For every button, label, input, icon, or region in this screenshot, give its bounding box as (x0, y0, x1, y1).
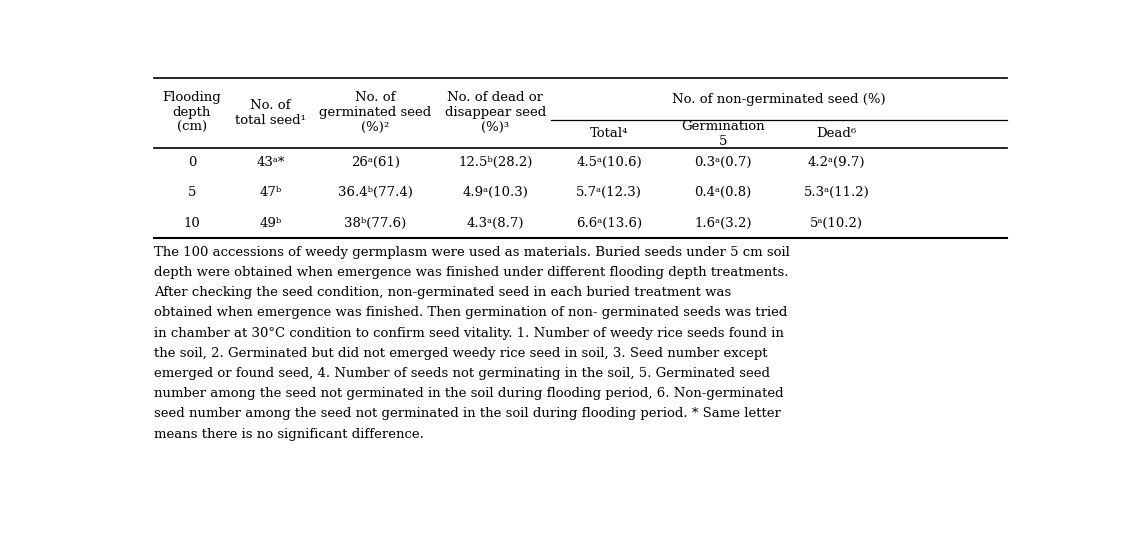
Text: 0.3ᵃ(0.7): 0.3ᵃ(0.7) (694, 156, 752, 169)
Text: The 100 accessions of weedy germplasm were used as materials. Buried seeds under: The 100 accessions of weedy germplasm we… (155, 246, 790, 259)
Text: 12.5ᵇ(28.2): 12.5ᵇ(28.2) (458, 156, 533, 169)
Text: Total⁴: Total⁴ (590, 127, 629, 140)
Text: the soil, 2. Germinated but did not emerged weedy rice seed in soil, 3. Seed num: the soil, 2. Germinated but did not emer… (155, 347, 768, 360)
Text: 5.3ᵃ(11.2): 5.3ᵃ(11.2) (804, 186, 869, 199)
Text: 0.4ᵃ(0.8): 0.4ᵃ(0.8) (694, 186, 752, 199)
Text: obtained when emergence was finished. Then germination of non- germinated seeds : obtained when emergence was finished. Th… (155, 306, 788, 319)
Text: 36.4ᵇ(77.4): 36.4ᵇ(77.4) (339, 186, 413, 199)
Text: No. of
total seed¹: No. of total seed¹ (235, 99, 306, 127)
Text: After checking the seed condition, non-germinated seed in each buried treatment : After checking the seed condition, non-g… (155, 286, 732, 299)
Text: in chamber at 30°C condition to confirm seed vitality. 1. Number of weedy rice s: in chamber at 30°C condition to confirm … (155, 327, 785, 340)
Text: 47ᵇ: 47ᵇ (260, 186, 282, 199)
Text: 4.5ᵃ(10.6): 4.5ᵃ(10.6) (577, 156, 642, 169)
Text: 26ᵃ(61): 26ᵃ(61) (351, 156, 400, 169)
Text: 0: 0 (187, 156, 196, 169)
Text: depth were obtained when emergence was finished under different flooding depth t: depth were obtained when emergence was f… (155, 266, 789, 279)
Text: 38ᵇ(77.6): 38ᵇ(77.6) (344, 217, 406, 230)
Text: 4.2ᵃ(9.7): 4.2ᵃ(9.7) (808, 156, 866, 169)
Text: No. of
germinated seed
(%)²: No. of germinated seed (%)² (320, 91, 431, 134)
Text: 4.3ᵃ(8.7): 4.3ᵃ(8.7) (466, 217, 524, 230)
Text: No. of dead or
disappear seed
(%)³: No. of dead or disappear seed (%)³ (445, 91, 546, 134)
Text: No. of non-germinated seed (%): No. of non-germinated seed (%) (672, 93, 886, 106)
Text: 10: 10 (184, 217, 200, 230)
Text: 49ᵇ: 49ᵇ (260, 217, 282, 230)
Text: Germination
5: Germination 5 (681, 120, 764, 148)
Text: seed number among the seed not germinated in the soil during flooding period. * : seed number among the seed not germinate… (155, 407, 781, 420)
Text: 5: 5 (187, 186, 196, 199)
Text: 5.7ᵃ(12.3): 5.7ᵃ(12.3) (576, 186, 642, 199)
Text: Flooding
depth
(cm): Flooding depth (cm) (163, 91, 221, 134)
Text: 6.6ᵃ(13.6): 6.6ᵃ(13.6) (576, 217, 642, 230)
Text: Dead⁶: Dead⁶ (816, 127, 857, 140)
Text: means there is no significant difference.: means there is no significant difference… (155, 428, 425, 441)
Text: 5ᵃ(10.2): 5ᵃ(10.2) (811, 217, 864, 230)
Text: emerged or found seed, 4. Number of seeds not germinating in the soil, 5. Germin: emerged or found seed, 4. Number of seed… (155, 367, 770, 380)
Text: 43ᵃ*: 43ᵃ* (256, 156, 285, 169)
Text: 4.9ᵃ(10.3): 4.9ᵃ(10.3) (463, 186, 528, 199)
Text: 1.6ᵃ(3.2): 1.6ᵃ(3.2) (694, 217, 752, 230)
Text: number among the seed not germinated in the soil during flooding period, 6. Non-: number among the seed not germinated in … (155, 387, 784, 400)
